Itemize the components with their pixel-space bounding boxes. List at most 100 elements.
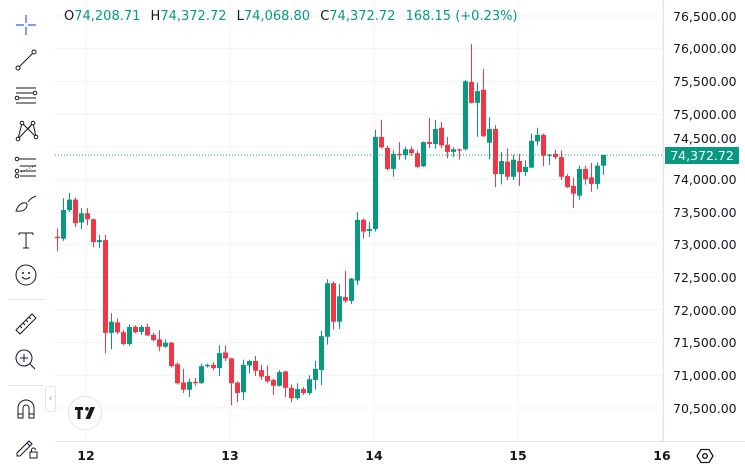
candle [559, 150, 564, 180]
xabcd-pattern-icon [15, 120, 39, 142]
candle [397, 142, 402, 160]
candle-body [433, 129, 438, 145]
candle-body [127, 326, 132, 344]
high-label: H [150, 9, 161, 24]
candle [271, 378, 276, 395]
candle [361, 218, 366, 239]
candle [337, 283, 342, 329]
candle [445, 136, 450, 159]
settings-icon[interactable] [696, 447, 714, 465]
horizontal-lines-tool[interactable] [10, 79, 42, 111]
crosshair-tool[interactable] [10, 9, 42, 41]
candle-body [277, 372, 282, 386]
ohlc-legend: O74,208.71 H74,372.72 L74,068.80 C74,372… [64, 9, 524, 24]
candle [343, 270, 348, 303]
tradingview-logo[interactable] [68, 396, 102, 430]
candle-body [163, 342, 168, 347]
candle-body [367, 228, 372, 231]
brush-icon [15, 195, 37, 212]
candle-body [397, 153, 402, 156]
candle [583, 165, 588, 185]
price-tick-label: 75,000.00 [673, 106, 737, 122]
candle-body [145, 326, 150, 336]
candle [517, 153, 522, 186]
candle-body [601, 154, 606, 166]
candle [55, 228, 60, 252]
candle-body [73, 199, 78, 224]
price-tick-label: 71,500.00 [673, 335, 737, 351]
candle-body [271, 379, 276, 386]
measure-tool[interactable] [10, 308, 42, 340]
price-tick-label: 75,500.00 [673, 73, 737, 89]
candle-body [337, 296, 342, 322]
price-tick-label: 74,500.00 [673, 131, 737, 146]
pattern-tool[interactable] [10, 114, 42, 146]
candle-body [193, 381, 198, 384]
candle [91, 218, 96, 248]
candle-body [343, 296, 348, 301]
fib-tool[interactable] [10, 151, 42, 183]
magnet-tool[interactable] [10, 393, 42, 425]
candle-body [205, 364, 210, 367]
candle-body [55, 236, 60, 239]
candle [319, 330, 324, 386]
candle [157, 330, 162, 352]
candle [85, 208, 90, 226]
zoom-in-tool[interactable] [10, 344, 42, 376]
candle-body [391, 153, 396, 169]
candle [265, 365, 270, 384]
candle [433, 119, 438, 149]
candle-body [373, 136, 378, 229]
candle-body [79, 213, 84, 223]
candle [73, 197, 78, 228]
candle-body [577, 168, 582, 196]
candle [367, 221, 372, 237]
change-value: 168.15 (+0.23%) [405, 9, 518, 24]
candle [535, 127, 540, 146]
candle-body [289, 387, 294, 399]
candle-body [517, 161, 522, 173]
lock-drawings-tool[interactable] [10, 430, 42, 462]
candle-body [535, 134, 540, 142]
candle-body [523, 166, 528, 173]
candle-body [97, 240, 102, 243]
candle [439, 121, 444, 148]
candle-body [61, 210, 66, 239]
price-tick-label: 71,000.00 [673, 367, 737, 383]
candle [223, 345, 228, 361]
candle [163, 339, 168, 348]
candle-body [565, 176, 570, 188]
emoji-tool[interactable] [10, 259, 42, 291]
trend-line-tool[interactable] [10, 44, 42, 76]
candle [229, 357, 234, 406]
candle-body [415, 153, 420, 167]
candle-body [307, 379, 312, 393]
candle [115, 318, 120, 335]
candle-body [91, 219, 96, 243]
candle [277, 370, 282, 387]
candle-body [241, 364, 246, 393]
price-tick-label: 76,500.00 [673, 8, 737, 24]
candle [187, 378, 192, 397]
candle-body [109, 321, 114, 333]
price-axis[interactable]: 76,500.00 76,000.00 75,500.00 75,000.00 74,5… [663, 0, 745, 441]
candle-body [169, 342, 174, 367]
brush-tool[interactable] [10, 187, 42, 219]
candle [487, 117, 492, 160]
candles [55, 44, 606, 406]
toolbar-divider [8, 385, 44, 386]
text-tool[interactable] [10, 224, 42, 256]
candle-body [301, 389, 306, 393]
candle [79, 208, 84, 229]
collapse-toolbar-button[interactable]: ‹ [45, 386, 56, 412]
candle [523, 160, 528, 177]
candle [313, 360, 318, 390]
candle [511, 154, 516, 180]
candle-body [349, 278, 354, 301]
candle [97, 234, 102, 248]
candle [481, 68, 486, 137]
candle-body [253, 360, 258, 371]
candle-body [283, 371, 288, 388]
time-tick-label: 13 [221, 448, 239, 463]
